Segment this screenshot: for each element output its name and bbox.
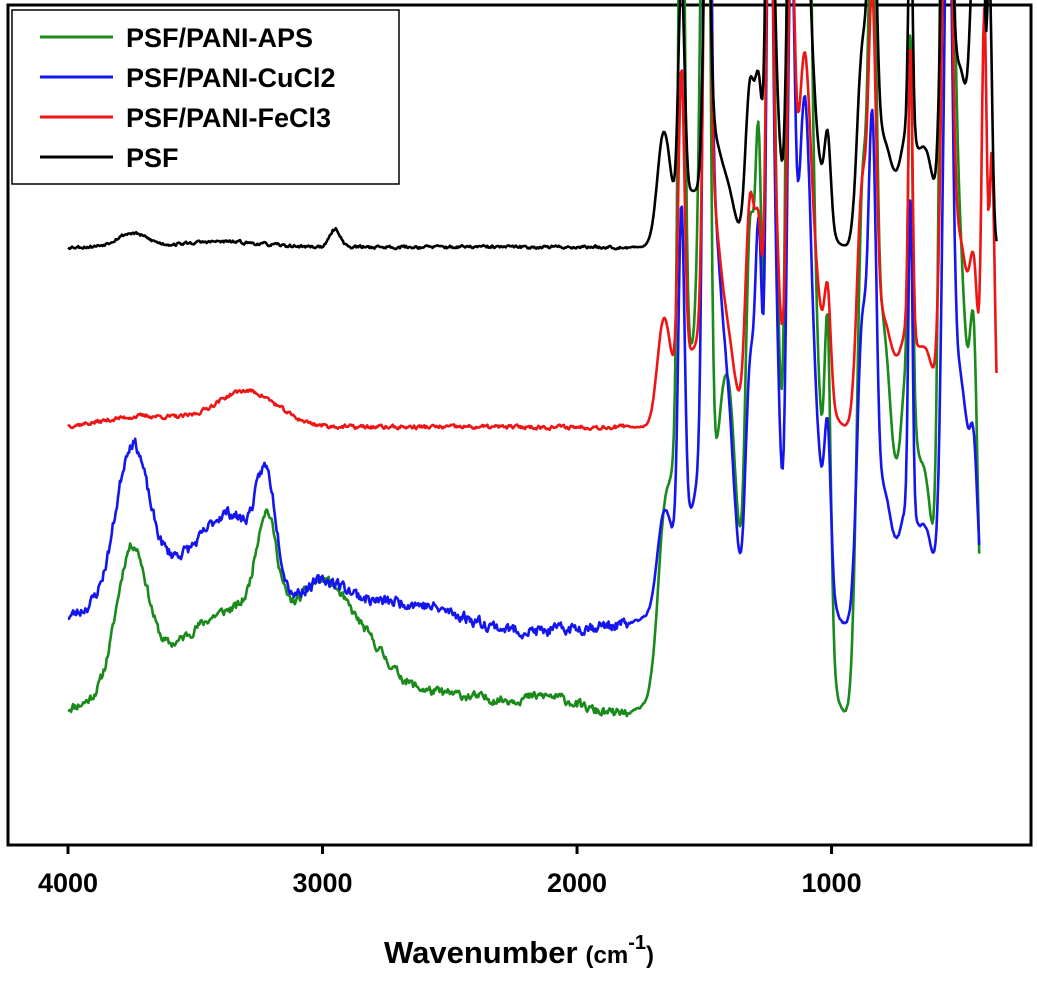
legend-box	[11, 9, 400, 185]
x-axis-title: Wavenumber (cm-1)	[384, 932, 654, 970]
x-axis: 4000 3000 2000 1000	[38, 845, 862, 898]
legend-label: PSF/PANI-CuCl2	[126, 63, 336, 93]
legend-label: PSF	[126, 143, 179, 173]
legend: PSF/PANI-APS PSF/PANI-CuCl2 PSF/PANI-FeCl3…	[11, 9, 400, 185]
x-tick-label: 1000	[802, 868, 862, 898]
series-line-3	[67, 0, 998, 432]
x-tick-label: 4000	[38, 868, 98, 898]
series-line-1	[67, 0, 981, 718]
series-layer	[67, 0, 998, 718]
legend-label: PSF/PANI-APS	[126, 23, 313, 53]
x-tick-label: 3000	[292, 868, 352, 898]
series-line-4	[67, 0, 998, 251]
legend-label: PSF/PANI-FeCl3	[126, 103, 331, 133]
series-line-2	[67, 0, 981, 640]
x-tick-label: 2000	[547, 868, 607, 898]
